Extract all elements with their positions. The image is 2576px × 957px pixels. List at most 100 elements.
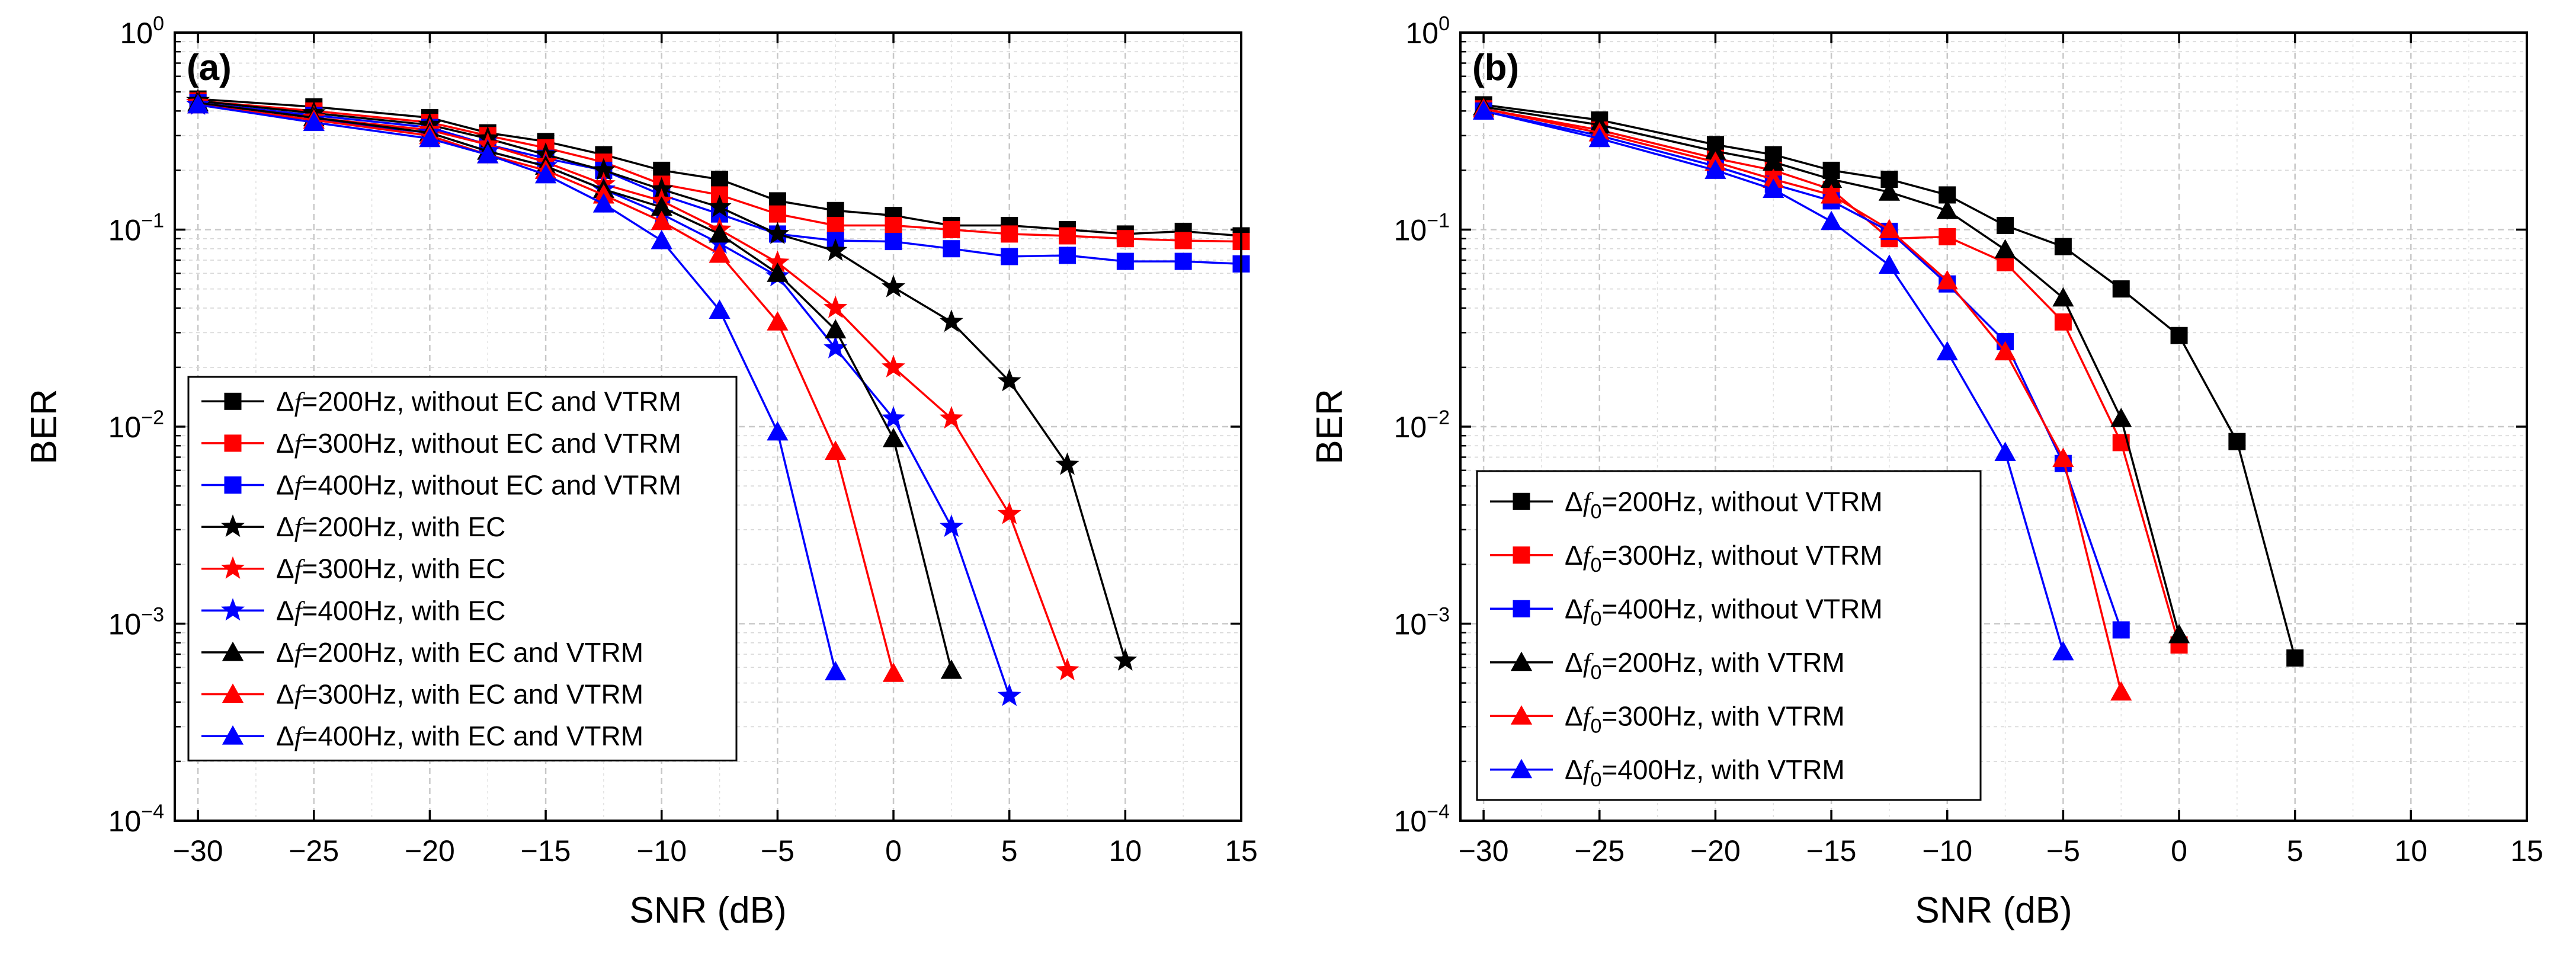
legend-marker <box>222 641 244 661</box>
legend-entry: Δf0=400Hz, without VTRM <box>1490 593 1883 630</box>
legend-marker <box>1513 600 1530 617</box>
x-tick-label: −10 <box>1922 834 1972 868</box>
data-point <box>1704 159 1726 179</box>
legend-marker <box>222 683 244 703</box>
legend-label: Δf0=300Hz, with VTRM <box>1565 700 1845 737</box>
legend-entry: Δf0=300Hz, with VTRM <box>1490 700 1845 737</box>
data-point <box>1113 648 1138 671</box>
x-tick-label: −30 <box>173 834 223 868</box>
y-tick-label: 10−3 <box>1394 604 1450 641</box>
legend: Δf=200Hz, without EC and VTRM Δf=300Hz, w… <box>187 376 738 761</box>
x-tick-label: 15 <box>1225 834 1258 868</box>
y-tick-label: 100 <box>1405 12 1450 50</box>
legend-label: Δf=400Hz, without EC and VTRM <box>276 470 681 501</box>
x-tick-label: −15 <box>1806 834 1857 868</box>
data-point <box>187 94 209 114</box>
data-point <box>765 221 790 244</box>
data-point <box>651 229 672 249</box>
data-point <box>1936 341 1958 361</box>
legend-entry: Δf0=300Hz, without VTRM <box>1490 540 1883 577</box>
legend-entry: Δf=400Hz, with EC and VTRM <box>201 721 643 751</box>
data-point <box>1994 341 2016 361</box>
data-point <box>882 354 905 377</box>
legend-entry: Δf=200Hz, with EC <box>201 511 505 542</box>
x-tick-label: −5 <box>761 834 794 868</box>
data-point <box>1055 658 1079 681</box>
legend-marker <box>221 514 245 537</box>
series-line <box>197 101 1069 671</box>
panel-label: (a) <box>187 47 232 88</box>
legend-marker <box>224 392 242 410</box>
data-point <box>1820 210 1843 231</box>
panel-a-series-8 <box>187 94 847 681</box>
chart-panel-b: −30 −25 −20 −15 −10 −5 0 5 10 15 10−4 10−3 10−2 10−1 1… <box>1309 12 2543 931</box>
axis-ticks: −30 −25 −20 −15 −10 −5 0 5 10 15 10−4 10−3 10−2 10−1 1… <box>108 12 1258 868</box>
x-tick-label: −10 <box>636 834 687 868</box>
data-point <box>824 238 848 261</box>
data-point <box>303 111 325 132</box>
legend-box <box>187 376 738 761</box>
data-point <box>1994 239 2016 259</box>
data-point <box>2110 681 2132 701</box>
y-tick-label: 100 <box>120 12 164 50</box>
x-tick-label: 10 <box>1109 834 1142 868</box>
y-tick-label: 10−1 <box>108 210 164 247</box>
series-line <box>1483 107 2122 693</box>
data-point <box>943 240 960 258</box>
data-point <box>2112 621 2130 639</box>
legend-marker <box>1513 492 1530 510</box>
data-point <box>826 216 844 234</box>
legend-entry: Δf=300Hz, with EC <box>201 553 505 584</box>
data-point <box>765 250 790 273</box>
legend-label: Δf=200Hz, with EC and VTRM <box>276 637 643 668</box>
legend-entry: Δf=300Hz, without EC and VTRM <box>201 428 681 459</box>
data-point <box>2112 280 2130 298</box>
legend-marker <box>222 725 244 745</box>
legend-label: Δf=300Hz, without EC and VTRM <box>276 428 681 459</box>
y-tick-label: 10−4 <box>1394 801 1450 838</box>
data-point <box>1174 232 1192 249</box>
data-point <box>1059 247 1076 264</box>
y-tick-label: 10−2 <box>108 407 164 444</box>
data-point <box>2052 287 2074 307</box>
legend-label: Δf=200Hz, with EC <box>276 511 505 542</box>
legend-entry: Δf=300Hz, with EC and VTRM <box>201 679 643 710</box>
data-point <box>1174 252 1192 270</box>
data-point <box>882 274 905 297</box>
data-point <box>885 216 902 234</box>
data-point <box>709 299 730 319</box>
data-point <box>534 164 557 184</box>
data-point <box>1704 140 1726 160</box>
legend-label: Δf=200Hz, without EC and VTRM <box>276 386 681 417</box>
legend-marker <box>1510 651 1533 671</box>
data-point <box>1878 219 1901 238</box>
x-tick-label: −20 <box>405 834 455 868</box>
data-point <box>2054 313 2072 331</box>
y-tick-label: 10−1 <box>1394 210 1450 247</box>
legend-entry: Δf0=200Hz, without VTRM <box>1490 486 1883 523</box>
data-point <box>1820 184 1843 204</box>
x-tick-label: −20 <box>1690 834 1741 868</box>
y-tick-label: 10−4 <box>108 801 164 838</box>
data-point <box>767 311 789 331</box>
data-point <box>709 223 730 243</box>
series-line <box>197 104 837 673</box>
data-point <box>1994 441 2016 461</box>
data-point <box>2170 327 2188 344</box>
legend-marker <box>1510 705 1533 725</box>
data-point <box>591 158 616 181</box>
data-point <box>707 194 732 217</box>
data-point <box>649 177 674 200</box>
legend-label: Δf=400Hz, with EC and VTRM <box>276 721 643 751</box>
legend-entry: Δf=400Hz, with EC <box>201 595 505 626</box>
data-point <box>711 171 729 188</box>
data-point <box>826 201 844 219</box>
data-point <box>939 514 963 537</box>
series-line <box>1483 110 2122 630</box>
data-point <box>419 127 441 148</box>
data-point <box>2054 238 2072 255</box>
legend-marker <box>224 434 242 452</box>
data-point <box>882 662 905 682</box>
data-point <box>997 369 1021 392</box>
legend-marker <box>221 556 245 579</box>
